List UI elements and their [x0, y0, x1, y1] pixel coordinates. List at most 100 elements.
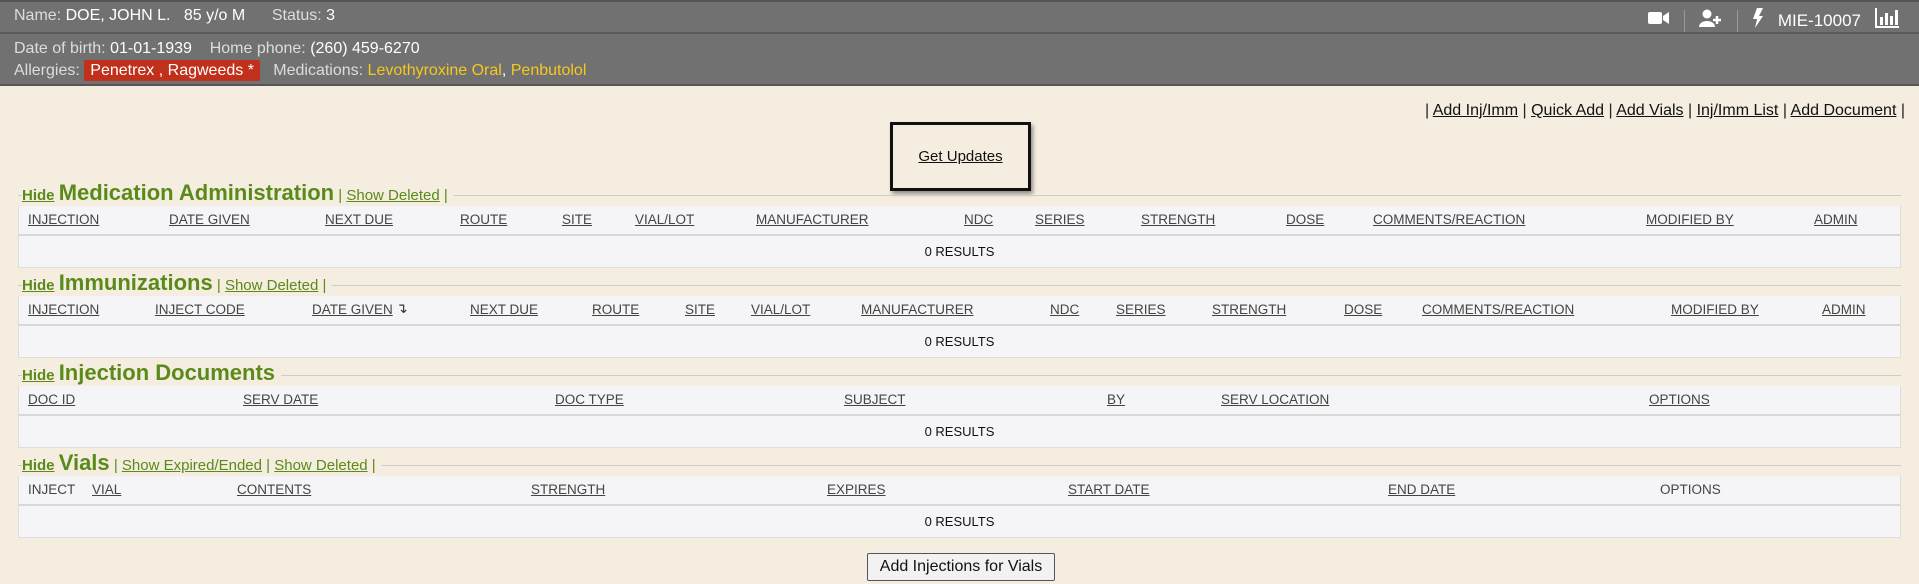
patient-header: Name: DOE, JOHN L. 85 y/o M Status: 3 MI… — [0, 0, 1919, 86]
column-header[interactable]: SERV LOCATION — [1221, 392, 1330, 407]
column-header: OPTIONS — [1660, 482, 1721, 497]
lightning-icon[interactable] — [1752, 8, 1764, 33]
divider — [18, 375, 1901, 376]
column-header[interactable]: STRENGTH — [1141, 212, 1216, 227]
get-updates-link[interactable]: Get Updates — [918, 148, 1003, 165]
column-header[interactable]: STRENGTH — [531, 482, 606, 497]
section-link[interactable]: Show Deleted — [346, 187, 440, 204]
medication-item: Levothyroxine Oral — [367, 62, 502, 79]
action-links: | Add Inj/Imm | Quick Add | Add Vials | … — [1424, 102, 1905, 119]
divider — [1683, 9, 1685, 32]
column-header[interactable]: ROUTE — [592, 302, 640, 317]
patient-status: 3 — [326, 7, 336, 24]
separator: , — [501, 62, 507, 79]
status-label: Status: — [271, 7, 322, 24]
medication-item: Penbutolol — [510, 62, 587, 79]
patient-phone: (260) 459-6270 — [310, 40, 420, 57]
column-header[interactable]: NEXT DUE — [470, 302, 539, 317]
column-header[interactable]: BY — [1107, 392, 1126, 407]
column-header[interactable]: SERV DATE — [243, 392, 319, 407]
column-header[interactable]: MANUFACTURER — [861, 302, 974, 317]
divider — [18, 285, 1901, 286]
add-user-icon[interactable] — [1698, 9, 1723, 32]
column-header[interactable]: SITE — [685, 302, 716, 317]
results-table: INJECTION INJECT CODE DATE GIVEN ↴ NEXT DUE R… — [18, 296, 1901, 358]
results-count: 0 RESULTS — [924, 334, 995, 349]
patient-dob: 01-01-1939 — [110, 40, 192, 57]
column-header[interactable]: NDC — [964, 212, 994, 227]
column-header[interactable]: INJECTION — [28, 302, 100, 317]
column-header[interactable]: NEXT DUE — [325, 212, 394, 227]
patient-header-row1: Name: DOE, JOHN L. 85 y/o M Status: 3 MI… — [0, 2, 1919, 34]
hide-link[interactable]: Hide — [22, 187, 55, 204]
column-header[interactable]: VIAL/LOT — [751, 302, 811, 317]
hide-link[interactable]: Hide — [22, 457, 55, 474]
column-header[interactable]: INJECTION — [28, 212, 100, 227]
column-header[interactable]: SUBJECT — [844, 392, 906, 407]
column-header[interactable]: SERIES — [1116, 302, 1166, 317]
column-header[interactable]: END DATE — [1388, 482, 1456, 497]
hide-link[interactable]: Hide — [22, 277, 55, 294]
column-header[interactable]: OPTIONS — [1649, 392, 1710, 407]
section-title: Vials — [58, 450, 110, 475]
column-header[interactable]: STRENGTH — [1212, 302, 1287, 317]
patient-age: 85 y/o M — [183, 7, 246, 24]
results-count: 0 RESULTS — [924, 424, 995, 439]
column-header[interactable]: COMMENTS/REACTION — [1422, 302, 1575, 317]
column-header[interactable]: SERIES — [1035, 212, 1085, 227]
bar-chart-icon[interactable] — [1875, 8, 1899, 33]
column-header[interactable]: DOC TYPE — [555, 392, 624, 407]
column-header[interactable]: MANUFACTURER — [756, 212, 869, 227]
column-header[interactable]: ADMIN — [1814, 212, 1858, 227]
results-table: DOC ID SERV DATE DOC TYPE SUBJECT BY SERV LOC… — [18, 386, 1901, 448]
results-table: INJECTION DATE GIVEN NEXT DUE ROUTE SITE VIAL… — [18, 206, 1901, 268]
table-header: INJECT VIAL CONTENTS STRENGTH EXPIRES START D… — [19, 476, 1900, 506]
add-document-link[interactable]: Add Document — [1790, 102, 1897, 119]
name-label: Name: — [14, 7, 62, 24]
column-header[interactable]: COMMENTS/REACTION — [1373, 212, 1526, 227]
inj-imm-list-link[interactable]: Inj/Imm List — [1696, 102, 1779, 119]
allergies-label: Allergies: — [14, 62, 80, 79]
results-table: INJECT VIAL CONTENTS STRENGTH EXPIRES START D… — [18, 476, 1901, 538]
account-id: MIE-10007 — [1777, 10, 1861, 30]
allergies-badge: Penetrex , Ragweeds * — [84, 60, 260, 81]
table-header: INJECTION DATE GIVEN NEXT DUE ROUTE SITE VIAL… — [19, 206, 1900, 236]
column-header[interactable]: EXPIRES — [827, 482, 886, 497]
section-title: Immunizations — [58, 270, 213, 295]
hide-link[interactable]: Hide — [22, 367, 55, 384]
patient-name: DOE, JOHN L. — [65, 7, 171, 24]
results-count: 0 RESULTS — [924, 514, 995, 529]
get-updates-box: Get Updates — [890, 122, 1031, 191]
column-header[interactable]: DATE GIVEN — [169, 212, 250, 227]
column-header: INJECT — [28, 482, 76, 497]
column-header[interactable]: CONTENTS — [237, 482, 312, 497]
column-header[interactable]: VIAL — [92, 482, 122, 497]
quick-add-link[interactable]: Quick Add — [1531, 102, 1605, 119]
column-header[interactable]: VIAL/LOT — [635, 212, 695, 227]
section-link[interactable]: Show Expired/Ended — [121, 457, 262, 474]
column-header[interactable]: ADMIN — [1822, 302, 1866, 317]
column-header[interactable]: NDC — [1050, 302, 1080, 317]
column-header[interactable]: START DATE — [1068, 482, 1150, 497]
section-link[interactable]: Show Deleted — [224, 277, 319, 294]
add-vials-link[interactable]: Add Vials — [1616, 102, 1684, 119]
phone-label: Home phone: — [209, 40, 306, 57]
divider — [18, 465, 1901, 466]
add-inj-imm-link[interactable]: Add Inj/Imm — [1432, 102, 1519, 119]
column-header[interactable]: DOSE — [1286, 212, 1325, 227]
medications-label: Medications: — [273, 62, 364, 79]
divider — [1736, 9, 1738, 32]
video-camera-icon[interactable] — [1647, 10, 1670, 31]
section-link[interactable]: Show Deleted — [274, 457, 368, 474]
section-title: Injection Documents — [58, 360, 276, 385]
table-header: INJECTION INJECT CODE DATE GIVEN ↴ NEXT DUE R… — [19, 296, 1900, 326]
column-header[interactable]: ROUTE — [460, 212, 508, 227]
column-header[interactable]: MODIFIED BY — [1671, 302, 1759, 317]
column-header[interactable]: DATE GIVEN — [312, 302, 393, 317]
column-header[interactable]: DOSE — [1344, 302, 1383, 317]
add-injections-for-vials-button[interactable]: Add Injections for Vials — [867, 553, 1055, 581]
column-header[interactable]: INJECT CODE — [155, 302, 245, 317]
column-header[interactable]: MODIFIED BY — [1646, 212, 1734, 227]
column-header[interactable]: SITE — [562, 212, 593, 227]
column-header[interactable]: DOC ID — [28, 392, 76, 407]
